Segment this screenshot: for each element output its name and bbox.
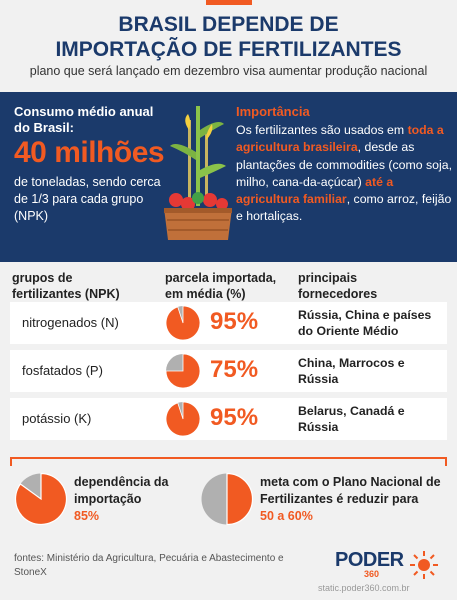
page-title: BRASIL DEPENDE DE IMPORTAÇÃO DE FERTILIZ… bbox=[0, 12, 457, 62]
col-header-share: parcela importada, em média (%) bbox=[165, 271, 277, 301]
goal-pie-icon bbox=[201, 472, 254, 526]
dependency-pie-icon bbox=[14, 472, 68, 526]
poder360-logo-number: 360 bbox=[364, 569, 380, 579]
info-banner: Consumo médio anual do Brasil: 40 milhõe… bbox=[0, 92, 457, 262]
pie-slice-imported bbox=[165, 353, 201, 389]
sources-note: fontes: Ministério da Agricultura, Pecuá… bbox=[14, 553, 284, 578]
summary-bracket bbox=[10, 457, 447, 466]
dependency-label: dependência da importação bbox=[74, 475, 169, 506]
pie-slice-imported bbox=[165, 401, 201, 437]
pie-slice-imported bbox=[165, 305, 201, 341]
vegetable-crate-illustration bbox=[164, 106, 232, 240]
table-row: potássio (K) 95% Belarus, Canadá e Rússi… bbox=[10, 398, 447, 440]
pie-chart-icon bbox=[165, 305, 201, 341]
consumo-value: 40 milhões bbox=[14, 136, 165, 169]
goal-label: meta com o Plano Nacional de Fertilizant… bbox=[260, 475, 441, 506]
top-accent-bar bbox=[206, 0, 252, 5]
col-header-suppliers: principais fornecedores bbox=[298, 271, 378, 301]
title-line-1: BRASIL DEPENDE DE bbox=[118, 13, 339, 36]
importancia-text-1: Os fertilizantes são usados em bbox=[236, 123, 408, 137]
row-percentage: 95% bbox=[210, 308, 259, 335]
title-line-2: IMPORTAÇÃO DE FERTILIZANTES bbox=[55, 38, 402, 61]
consumo-title: Consumo médio anual do Brasil: bbox=[14, 104, 154, 135]
row-suppliers: China, Marrocos e Rússia bbox=[298, 356, 405, 386]
importancia-title: Importância bbox=[236, 104, 310, 119]
goal-value: 50 a 60% bbox=[260, 509, 313, 523]
row-label: potássio (K) bbox=[22, 411, 92, 426]
row-suppliers: Rússia, China e países do Oriente Médio bbox=[298, 308, 432, 338]
dependency-text: dependência da importação 85% bbox=[74, 474, 194, 525]
pie-chart-icon bbox=[165, 401, 201, 437]
row-percentage: 95% bbox=[210, 404, 259, 431]
table-row: nitrogenados (N) 95% Rússia, China e paí… bbox=[10, 302, 447, 344]
col-header-groups: grupos de fertilizantes (NPK) bbox=[12, 271, 120, 301]
subtitle: plano que será lançado em dezembro visa … bbox=[29, 64, 428, 78]
row-label: fosfatados (P) bbox=[22, 363, 103, 378]
importancia-highlight-1: toda a agricultura brasileira bbox=[236, 123, 444, 155]
source-url: static.poder360.com.br bbox=[318, 583, 410, 593]
dependency-value: 85% bbox=[74, 509, 100, 523]
pie-slice-imported bbox=[226, 472, 254, 526]
importancia-text: Os fertilizantes são usados em toda a ag… bbox=[236, 122, 454, 226]
row-label: nitrogenados (N) bbox=[22, 315, 119, 330]
table-row: fosfatados (P) 75% China, Marrocos e Rús… bbox=[10, 350, 447, 392]
pie-slice-imported bbox=[14, 472, 68, 526]
importancia-text-2: , desde as plantações de commodities (co… bbox=[236, 140, 452, 189]
row-percentage: 75% bbox=[210, 356, 259, 383]
importancia-highlight-2: até a agricultura familiar bbox=[236, 174, 394, 207]
row-suppliers: Belarus, Canadá e Rússia bbox=[298, 404, 405, 434]
importancia-text-3: , como arroz, feijão e hortaliças. bbox=[236, 192, 452, 224]
sun-logo-icon bbox=[410, 551, 438, 579]
consumo-desc: de toneladas, sendo cerca de 1/3 para ca… bbox=[14, 175, 161, 223]
pie-chart-icon bbox=[165, 353, 201, 389]
poder360-logo: PODER bbox=[335, 549, 404, 571]
goal-text: meta com o Plano Nacional de Fertilizant… bbox=[260, 474, 450, 525]
